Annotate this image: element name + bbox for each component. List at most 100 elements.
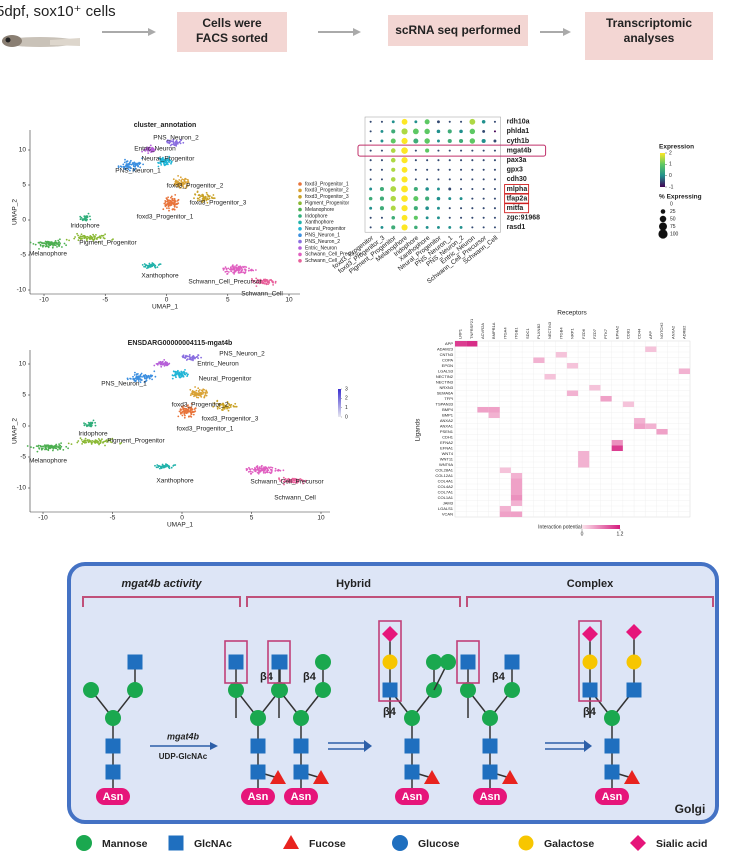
cell-dot [43, 444, 46, 446]
dot [448, 207, 451, 210]
cell-dot [154, 148, 157, 151]
cell-dot [83, 234, 86, 237]
cell-dot [173, 205, 176, 208]
ligand-label: CNTN3 [440, 352, 454, 357]
cell-dot [80, 235, 83, 238]
legend-label: foxd3_Progenitor_3 [305, 194, 349, 200]
dot [460, 187, 463, 191]
dot [447, 129, 452, 134]
cell-dot [166, 203, 169, 205]
cell-dot [87, 212, 90, 215]
cell-dot [247, 471, 250, 473]
cell-dot [145, 147, 148, 149]
cell-dot [123, 168, 126, 170]
glcnac [293, 738, 309, 754]
cell-dot [185, 187, 187, 189]
dot [401, 214, 408, 221]
receptor-label: PLXNB2 [536, 323, 541, 339]
cell-dot [84, 437, 87, 440]
ligand-label: COL28A1 [435, 467, 453, 472]
cell-dot [94, 440, 96, 443]
cell-dot [202, 391, 205, 394]
cell-dot [262, 471, 265, 474]
heatmap-cell [510, 478, 523, 484]
sialic-acid [582, 626, 598, 642]
dot [448, 187, 452, 191]
cell-dot [127, 166, 129, 169]
cell-dot [286, 481, 289, 483]
cell-dot [183, 372, 186, 375]
cell-dot [182, 405, 185, 407]
dot [391, 225, 396, 230]
cell-dot [109, 441, 112, 443]
dot [458, 138, 464, 144]
highlight-gene [504, 184, 530, 194]
y-title: Ligands [415, 418, 422, 442]
cell-dot [97, 241, 100, 243]
cell-dot [234, 405, 237, 408]
legend-swatch [298, 182, 302, 186]
mannose [440, 654, 456, 670]
dot [436, 187, 440, 191]
cell-dot [176, 143, 179, 145]
colorbar-label: 0 [669, 173, 672, 179]
dot [368, 196, 373, 201]
cell-dot [38, 242, 41, 244]
cell-dot [67, 442, 70, 445]
cell-dot [139, 373, 142, 376]
dot [401, 195, 408, 202]
cell-dot [120, 166, 123, 168]
size-key [659, 215, 667, 223]
cell-dot [79, 218, 82, 221]
cell-dot [235, 405, 238, 408]
cluster-label: Pigment_Progenitor [79, 240, 137, 247]
heatmap-cell [555, 352, 567, 358]
cell-dot [218, 405, 221, 407]
cell-dot [203, 396, 206, 399]
cell-dot [136, 375, 139, 378]
dot [401, 185, 408, 193]
cell-dot [137, 380, 140, 382]
ligand-label: TSPAN33 [436, 401, 454, 406]
receptor-label: CD44 [637, 328, 642, 339]
cell-dot [302, 480, 304, 483]
cell-dot [202, 393, 204, 395]
cell-dot [123, 166, 126, 168]
cell-dot [172, 374, 175, 377]
legend-label: Iridophore [305, 213, 328, 219]
dot [401, 176, 408, 183]
receptor-label: BMPR1A [491, 322, 496, 339]
cell-dot [57, 239, 60, 242]
cell-dot [232, 405, 235, 408]
mannose [105, 710, 121, 726]
cell-dot [186, 373, 189, 376]
dot [369, 149, 372, 152]
cell-dot [237, 265, 240, 268]
cell-dot [164, 465, 166, 468]
cell-dot [89, 218, 92, 221]
highlight-box [456, 640, 480, 684]
receptor-label: ITGB4 [558, 327, 563, 339]
y-axis-label: UMAP_2 [12, 199, 19, 225]
cell-dot [155, 363, 158, 365]
dot [482, 149, 485, 152]
section-bracket [466, 596, 714, 607]
dot [401, 166, 408, 173]
cell-dot [187, 404, 189, 406]
cell-dot [254, 467, 256, 469]
cell-dot [233, 267, 236, 270]
cell-dot [67, 447, 69, 450]
heatmap-cell [645, 346, 657, 352]
cell-dot [232, 271, 235, 274]
dot [425, 148, 430, 153]
cell-dot [91, 236, 94, 239]
cell-dot [247, 269, 250, 272]
cluster-label: Schwann_Cell [274, 495, 316, 502]
cell-dot [254, 470, 257, 473]
cell-dot [90, 424, 93, 427]
galactose [626, 654, 642, 670]
cell-dot [180, 413, 182, 415]
cell-dot [186, 181, 188, 183]
dot [413, 138, 419, 144]
